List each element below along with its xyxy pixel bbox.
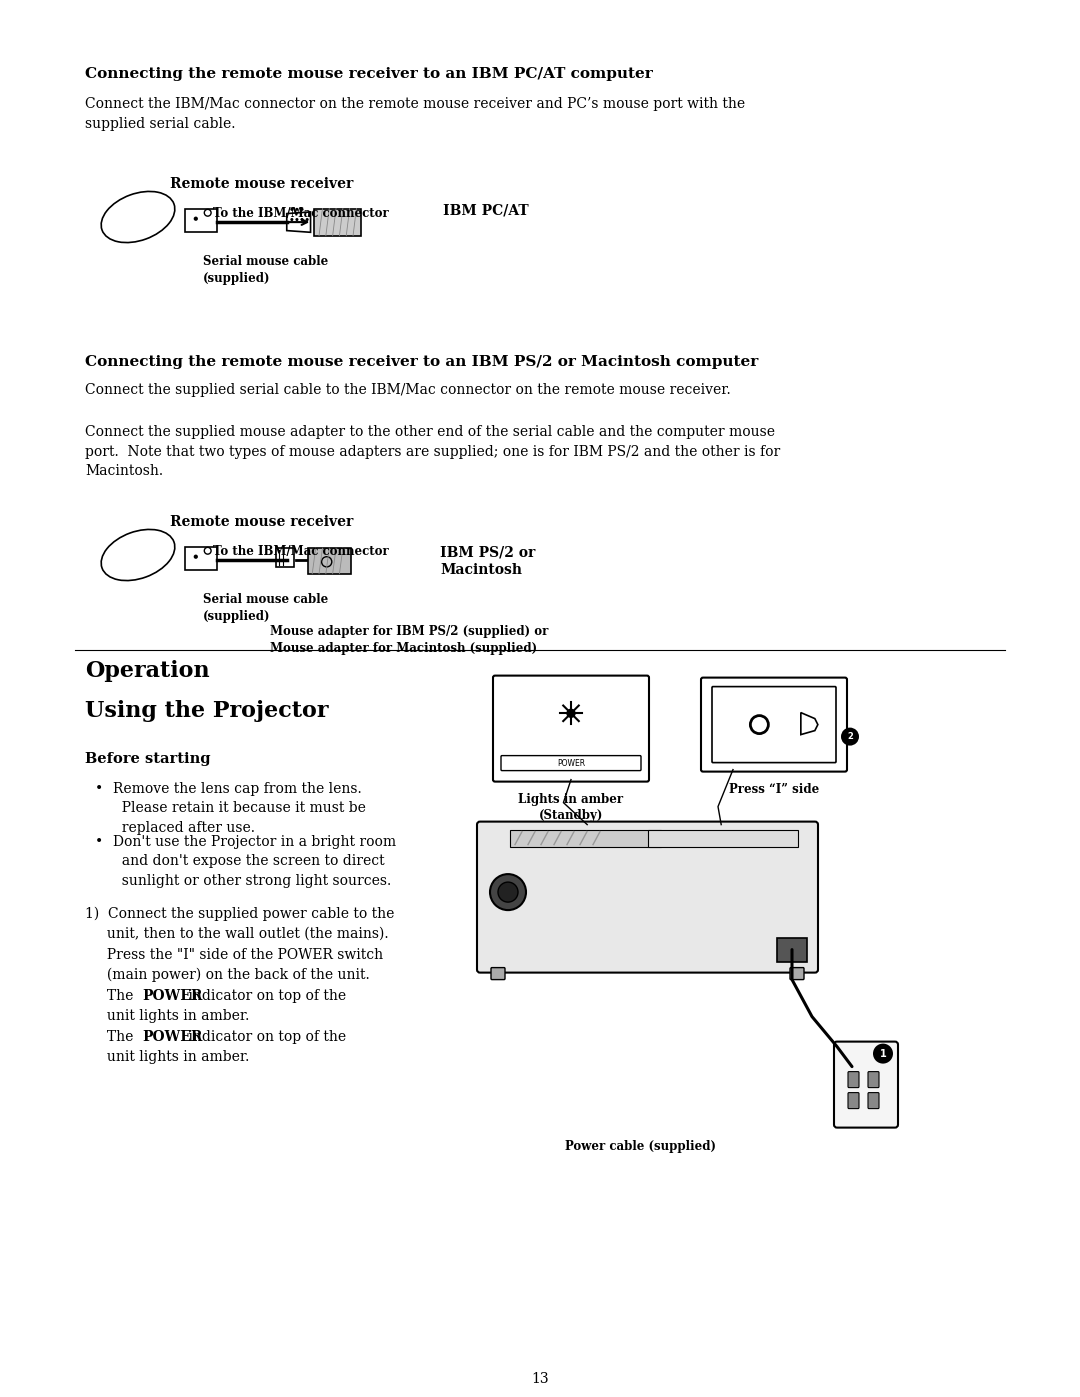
Text: Connect the supplied serial cable to the IBM/Mac connector on the remote mouse r: Connect the supplied serial cable to the…: [85, 383, 731, 397]
Circle shape: [193, 555, 198, 559]
FancyBboxPatch shape: [308, 548, 351, 574]
Circle shape: [567, 710, 575, 717]
Text: Power cable (supplied): Power cable (supplied): [565, 1140, 716, 1153]
Text: 1)  Connect the supplied power cable to the: 1) Connect the supplied power cable to t…: [85, 907, 394, 921]
Text: indicator on top of the: indicator on top of the: [184, 989, 346, 1003]
Circle shape: [306, 218, 309, 221]
Text: Remove the lens cap from the lens.
  Please retain it because it must be
  repla: Remove the lens cap from the lens. Pleas…: [113, 781, 366, 834]
Text: IBM PS/2 or
Macintosh: IBM PS/2 or Macintosh: [440, 545, 536, 577]
Circle shape: [296, 218, 298, 221]
Text: To the IBM/Mac connector: To the IBM/Mac connector: [213, 545, 389, 557]
Circle shape: [498, 882, 518, 902]
Circle shape: [490, 875, 526, 909]
Text: Serial mouse cable
(supplied): Serial mouse cable (supplied): [203, 256, 328, 285]
FancyBboxPatch shape: [491, 968, 505, 979]
Circle shape: [300, 208, 303, 211]
Circle shape: [291, 208, 294, 211]
Text: (main power) on the back of the unit.: (main power) on the back of the unit.: [85, 968, 369, 982]
FancyBboxPatch shape: [868, 1092, 879, 1109]
FancyBboxPatch shape: [848, 1071, 859, 1088]
Text: Remote mouse receiver: Remote mouse receiver: [170, 515, 353, 529]
Circle shape: [291, 218, 294, 221]
Text: Mouse adapter for IBM PS/2 (supplied) or
Mouse adapter for Macintosh (supplied): Mouse adapter for IBM PS/2 (supplied) or…: [270, 624, 549, 655]
FancyBboxPatch shape: [834, 1042, 897, 1127]
Text: Connect the IBM/Mac connector on the remote mouse receiver and PC’s mouse port w: Connect the IBM/Mac connector on the rem…: [85, 96, 745, 130]
Text: Press “I” side: Press “I” side: [729, 782, 819, 796]
Text: 1: 1: [879, 1049, 887, 1059]
Text: The: The: [85, 1030, 138, 1044]
Circle shape: [873, 1044, 893, 1063]
FancyBboxPatch shape: [314, 208, 361, 236]
Text: unit lights in amber.: unit lights in amber.: [85, 1009, 249, 1023]
Circle shape: [296, 208, 298, 211]
Text: The: The: [85, 989, 138, 1003]
Circle shape: [193, 217, 198, 221]
FancyBboxPatch shape: [510, 830, 661, 847]
Text: Lights in amber
(Standby): Lights in amber (Standby): [518, 792, 623, 821]
Text: Remote mouse receiver: Remote mouse receiver: [170, 177, 353, 191]
Text: Connecting the remote mouse receiver to an IBM PC/AT computer: Connecting the remote mouse receiver to …: [85, 67, 652, 81]
Text: indicator on top of the: indicator on top of the: [184, 1030, 346, 1044]
Text: Before starting: Before starting: [85, 752, 211, 766]
Text: POWER: POWER: [557, 759, 585, 767]
Text: Using the Projector: Using the Projector: [85, 700, 328, 722]
Text: Operation: Operation: [85, 659, 210, 682]
Text: 13: 13: [531, 1372, 549, 1386]
FancyBboxPatch shape: [868, 1071, 879, 1088]
Text: unit, then to the wall outlet (the mains).: unit, then to the wall outlet (the mains…: [85, 928, 389, 942]
Text: To the IBM/Mac connector: To the IBM/Mac connector: [213, 207, 389, 219]
FancyBboxPatch shape: [777, 937, 807, 961]
Text: IBM PC/AT: IBM PC/AT: [443, 203, 528, 217]
FancyBboxPatch shape: [477, 821, 818, 972]
Circle shape: [300, 218, 303, 221]
Text: Serial mouse cable
(supplied): Serial mouse cable (supplied): [203, 592, 328, 623]
Text: •: •: [95, 781, 104, 796]
Text: POWER: POWER: [143, 989, 203, 1003]
Text: POWER: POWER: [143, 1030, 203, 1044]
Text: 2: 2: [847, 732, 853, 740]
FancyBboxPatch shape: [789, 968, 804, 979]
Text: Connecting the remote mouse receiver to an IBM PS/2 or Macintosh computer: Connecting the remote mouse receiver to …: [85, 355, 758, 369]
Text: unit lights in amber.: unit lights in amber.: [85, 1051, 249, 1065]
FancyBboxPatch shape: [648, 830, 798, 847]
Circle shape: [841, 728, 859, 746]
FancyBboxPatch shape: [848, 1092, 859, 1109]
Text: Press the "I" side of the POWER switch: Press the "I" side of the POWER switch: [85, 947, 383, 961]
Text: •: •: [95, 834, 104, 848]
Text: Connect the supplied mouse adapter to the other end of the serial cable and the : Connect the supplied mouse adapter to th…: [85, 425, 780, 478]
Text: Don't use the Projector in a bright room
  and don't expose the screen to direct: Don't use the Projector in a bright room…: [113, 834, 396, 887]
